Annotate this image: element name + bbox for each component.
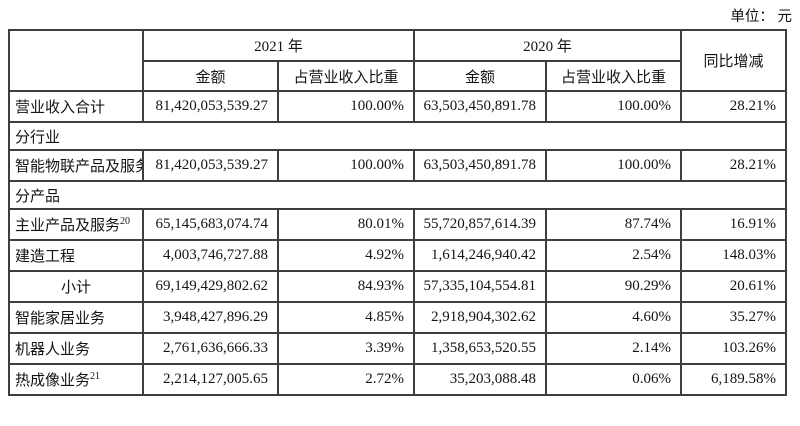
amount-2020: 63,503,450,891.78 [413, 90, 548, 123]
header-row-years: 2021 年 2020 年 同比增减 [8, 29, 788, 92]
yoy-change: 28.21% [680, 149, 788, 182]
footnote-ref: 20 [120, 216, 131, 227]
ratio-2020: 2.14% [545, 332, 683, 365]
section-row-by-product: 分产品 [7, 180, 788, 210]
row-label: 主业产品及服务20 [8, 208, 144, 241]
ratio-2021: 4.85% [276, 301, 416, 334]
row-subtotal: 小计 69,149,429,802.62 84.93% 57,335,104,5… [8, 270, 788, 303]
row-smart-home: 智能家居业务 3,948,427,896.29 4.85% 2,918,904,… [8, 301, 788, 334]
amount-2021: 81,420,053,539.27 [142, 149, 279, 182]
ratio-2021: 100.00% [276, 90, 416, 123]
ratio-2020: 100.00% [545, 90, 683, 123]
header-amount-2021: 金额 [142, 60, 279, 92]
yoy-change: 28.21% [680, 90, 788, 123]
section-label: 分产品 [7, 180, 788, 210]
revenue-breakdown-table: 2021 年 2020 年 同比增减 金额 占营业收入比重 金额 占营业收入比重… [7, 29, 788, 396]
row-label: 机器人业务 [8, 332, 144, 365]
ratio-2020: 90.29% [545, 270, 683, 303]
section-label: 分行业 [7, 121, 788, 151]
row-label: 小计 [8, 270, 144, 303]
header-row-measures: 金额 占营业收入比重 金额 占营业收入比重 [9, 60, 786, 92]
amount-2021: 81,420,053,539.27 [142, 90, 279, 123]
yoy-change: 103.26% [680, 332, 788, 365]
amount-2021: 4,003,746,727.88 [142, 239, 279, 272]
yoy-change: 148.03% [680, 239, 788, 272]
ratio-2021: 100.00% [276, 149, 416, 182]
row-aiot-products-services: 智能物联产品及服务 81,420,053,539.27 100.00% 63,5… [8, 149, 788, 182]
amount-2020: 2,918,904,302.62 [413, 301, 548, 334]
yoy-change: 35.27% [680, 301, 788, 334]
yoy-change: 6,189.58% [680, 363, 788, 396]
amount-2020: 1,614,246,940.42 [413, 239, 548, 272]
ratio-2020: 4.60% [545, 301, 683, 334]
amount-2020: 1,358,653,520.55 [413, 332, 548, 365]
ratio-2020: 0.06% [545, 363, 683, 396]
row-main-products-services: 主业产品及服务20 65,145,683,074.74 80.01% 55,72… [8, 208, 788, 241]
amount-2020: 55,720,857,614.39 [413, 208, 548, 241]
header-year-2020: 2020 年 [413, 29, 683, 62]
amount-2021: 2,214,127,005.65 [142, 363, 279, 396]
yoy-change: 20.61% [680, 270, 788, 303]
ratio-2020: 2.54% [545, 239, 683, 272]
amount-2020: 57,335,104,554.81 [413, 270, 548, 303]
header-corner-cell [8, 29, 144, 92]
footnote-ref: 21 [90, 371, 101, 382]
unit-label: 单位： 元 [730, 9, 792, 25]
amount-2021: 65,145,683,074.74 [142, 208, 279, 241]
ratio-2021: 80.01% [276, 208, 416, 241]
header-ratio-2021: 占营业收入比重 [276, 60, 416, 92]
header-yoy-change: 同比增减 [680, 29, 788, 92]
ratio-2021: 3.39% [276, 332, 416, 365]
row-label: 热成像业务21 [8, 363, 144, 396]
row-label: 智能物联产品及服务 [8, 149, 144, 182]
row-label: 建造工程 [8, 239, 144, 272]
ratio-2021: 4.92% [276, 239, 416, 272]
section-row-by-industry: 分行业 [7, 121, 788, 151]
header-amount-2020: 金额 [413, 60, 548, 92]
amount-2020: 63,503,450,891.78 [413, 149, 548, 182]
ratio-2021: 2.72% [276, 363, 416, 396]
row-label: 营业收入合计 [8, 90, 144, 123]
amount-2021: 3,948,427,896.29 [142, 301, 279, 334]
row-thermal-imaging: 热成像业务21 2,214,127,005.65 2.72% 35,203,08… [8, 363, 788, 396]
amount-2021: 69,149,429,802.62 [142, 270, 279, 303]
amount-2021: 2,761,636,666.33 [142, 332, 279, 365]
header-ratio-2020: 占营业收入比重 [545, 60, 683, 92]
yoy-change: 16.91% [680, 208, 788, 241]
row-total-revenue: 营业收入合计 81,420,053,539.27 100.00% 63,503,… [8, 90, 788, 123]
amount-2020: 35,203,088.48 [413, 363, 548, 396]
row-label: 智能家居业务 [8, 301, 144, 334]
row-construction: 建造工程 4,003,746,727.88 4.92% 1,614,246,94… [8, 239, 788, 272]
row-robotics: 机器人业务 2,761,636,666.33 3.39% 1,358,653,5… [8, 332, 788, 365]
ratio-2020: 87.74% [545, 208, 683, 241]
ratio-2021: 84.93% [276, 270, 416, 303]
header-year-2021: 2021 年 [141, 29, 416, 62]
ratio-2020: 100.00% [545, 149, 683, 182]
